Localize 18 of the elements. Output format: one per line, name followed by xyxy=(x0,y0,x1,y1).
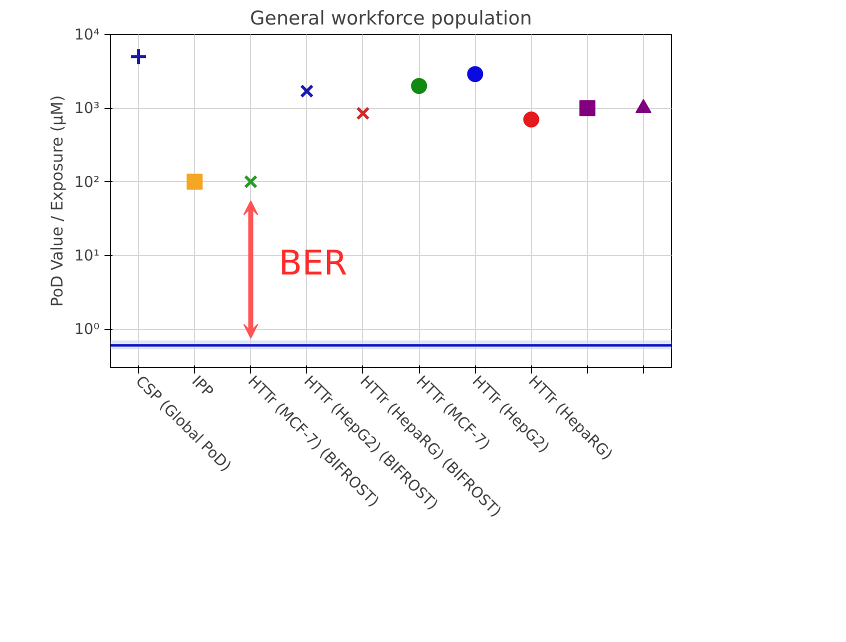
point xyxy=(130,48,148,66)
y-tick-label: 10² xyxy=(74,172,100,191)
point xyxy=(186,174,203,190)
y-tick-label: 10¹ xyxy=(74,246,100,264)
y-tick-label: 10³ xyxy=(74,99,100,118)
point xyxy=(523,112,540,128)
y-tick-label: 10⁰ xyxy=(74,320,100,338)
point xyxy=(467,66,484,82)
x-tick-label: IPP xyxy=(188,372,217,401)
point xyxy=(244,174,258,189)
point xyxy=(300,84,314,98)
y-axis-title: PoD Value / Exposure (µM) xyxy=(47,95,66,307)
annotation: BER xyxy=(278,244,348,284)
point xyxy=(356,106,370,120)
point xyxy=(411,78,428,94)
point xyxy=(579,100,596,116)
y-tick-label: 10⁴ xyxy=(74,26,100,44)
chart-title: General workforce population xyxy=(250,8,532,30)
